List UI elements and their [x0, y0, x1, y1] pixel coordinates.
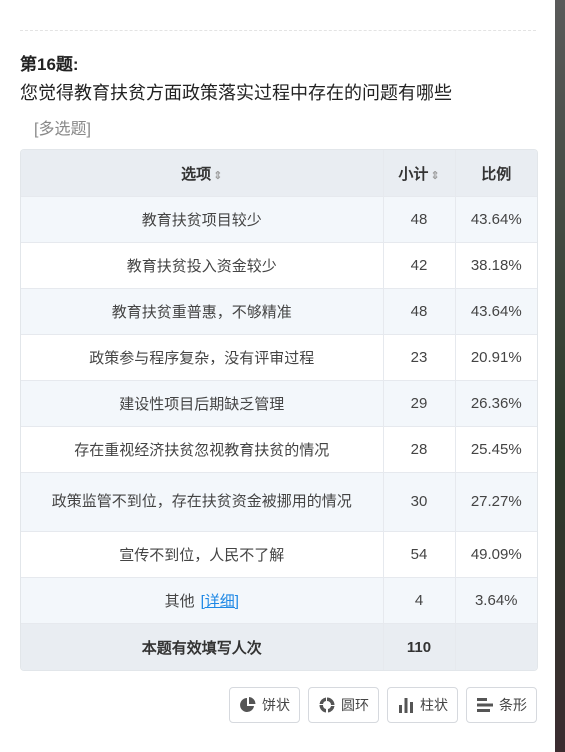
option-cell: 教育扶贫投入资金较少 — [21, 242, 383, 289]
header-count[interactable]: 小计 ⇕ — [382, 150, 455, 197]
column-chart-label: 柱状 — [420, 697, 448, 713]
option-cell: 存在重视经济扶贫忽视教育扶贫的情况 — [21, 426, 383, 473]
header-ratio: 比例 — [454, 150, 537, 197]
ratio-cell: 27.27% — [454, 472, 537, 532]
table-row: 政策参与程序复杂，没有评审过程 23 20.91% — [21, 334, 537, 381]
count-cell: 42 — [382, 242, 455, 289]
sort-icon[interactable]: ⇕ — [213, 169, 223, 182]
ratio-cell: 49.09% — [454, 531, 537, 578]
table-row: 教育扶贫项目较少 48 43.64% — [21, 196, 537, 243]
column-chart-button[interactable]: 柱状 — [387, 687, 458, 723]
sort-icon[interactable]: ⇕ — [430, 169, 440, 182]
table-row: 其他 [详细] 4 3.64% — [21, 577, 537, 624]
bar-chart-button[interactable]: 条形 — [466, 687, 537, 723]
option-cell: 教育扶贫项目较少 — [21, 196, 383, 243]
header-option-label: 选项 — [181, 165, 212, 183]
question-text: 您觉得教育扶贫方面政策落实过程中存在的问题有哪些 — [20, 83, 452, 103]
count-cell: 48 — [382, 288, 455, 335]
count-cell: 29 — [382, 380, 455, 427]
count-cell: 30 — [382, 472, 455, 532]
total-ratio — [454, 623, 537, 670]
table-row: 存在重视经济扶贫忽视教育扶贫的情况 28 25.45% — [21, 426, 537, 473]
option-cell: 政策监管不到位，存在扶贫资金被挪用的情况 — [21, 472, 383, 532]
donut-chart-button[interactable]: 圆环 — [308, 687, 379, 723]
option-cell: 宣传不到位，人民不了解 — [21, 531, 383, 578]
count-cell: 4 — [382, 577, 455, 624]
option-cell: 教育扶贫重普惠，不够精准 — [21, 288, 383, 335]
header-count-label: 小计 — [398, 165, 429, 183]
option-cell: 政策参与程序复杂，没有评审过程 — [21, 334, 383, 381]
pie-icon — [239, 696, 257, 714]
ratio-cell: 43.64% — [454, 288, 537, 335]
table-row: 宣传不到位，人民不了解 54 49.09% — [21, 531, 537, 578]
bar-chart-label: 条形 — [499, 697, 527, 713]
pie-chart-button[interactable]: 饼状 — [229, 687, 300, 723]
count-cell: 54 — [382, 531, 455, 578]
ratio-cell: 20.91% — [454, 334, 537, 381]
donut-chart-label: 圆环 — [341, 697, 369, 713]
count-cell: 23 — [382, 334, 455, 381]
question-type: [多选题] — [34, 121, 91, 138]
detail-link[interactable]: [详细] — [200, 593, 239, 610]
table-row: 教育扶贫投入资金较少 42 38.18% — [21, 242, 537, 289]
chart-type-toolbar: 饼状 圆环 柱状 — [229, 687, 537, 723]
ratio-cell: 3.64% — [454, 577, 537, 624]
question-number: 第16题: — [20, 55, 79, 74]
header-ratio-label: 比例 — [481, 165, 512, 183]
option-cell: 其他 [详细] — [21, 577, 383, 624]
option-label: 其他 — [164, 593, 195, 610]
option-cell: 建设性项目后期缺乏管理 — [21, 380, 383, 427]
results-table: 选项 ⇕ 小计 ⇕ 比例 教育扶贫项目较少 48 43.64% 教育扶贫投入资金较少… — [20, 149, 538, 671]
count-cell: 48 — [382, 196, 455, 243]
donut-icon — [318, 696, 336, 714]
background-edge — [555, 0, 565, 752]
table-footer-row: 本题有效填写人次 110 — [21, 623, 537, 670]
pie-chart-label: 饼状 — [262, 697, 290, 713]
section-divider — [20, 30, 536, 31]
ratio-cell: 38.18% — [454, 242, 537, 289]
count-cell: 28 — [382, 426, 455, 473]
table-row: 政策监管不到位，存在扶贫资金被挪用的情况 30 27.27% — [21, 472, 537, 532]
header-option[interactable]: 选项 ⇕ — [21, 150, 383, 197]
bar-icon — [476, 696, 494, 714]
table-header-row: 选项 ⇕ 小计 ⇕ 比例 — [21, 150, 537, 197]
ratio-cell: 26.36% — [454, 380, 537, 427]
ratio-cell: 43.64% — [454, 196, 537, 243]
column-icon — [397, 696, 415, 714]
table-row: 教育扶贫重普惠，不够精准 48 43.64% — [21, 288, 537, 335]
table-row: 建设性项目后期缺乏管理 29 26.36% — [21, 380, 537, 427]
total-count: 110 — [382, 623, 455, 670]
ratio-cell: 25.45% — [454, 426, 537, 473]
total-label: 本题有效填写人次 — [21, 623, 383, 670]
